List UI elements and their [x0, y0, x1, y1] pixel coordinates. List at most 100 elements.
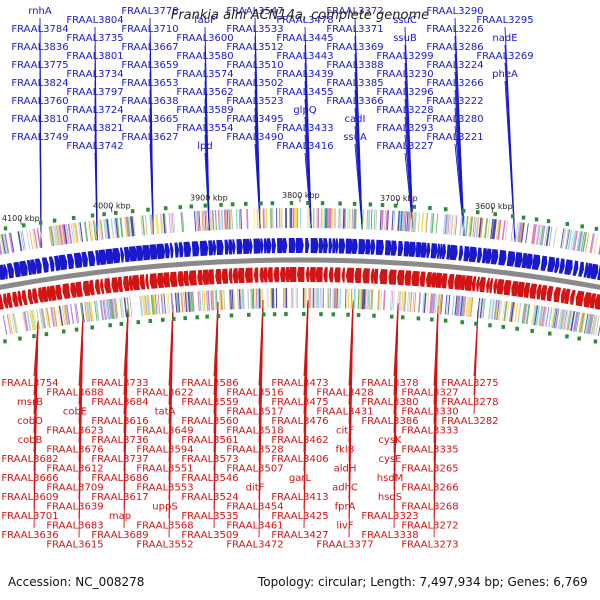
reverse-gene-label[interactable]: FRAAL3636	[1, 530, 58, 541]
reverse-gene-label[interactable]: FRAAL3476	[271, 416, 328, 427]
reverse-gene-label[interactable]: hsdM	[377, 473, 404, 484]
reverse-gene-label[interactable]: livF	[336, 521, 353, 532]
forward-gene-label[interactable]: pheA	[492, 69, 518, 80]
reverse-gene-label[interactable]: FRAAL3649	[136, 426, 193, 437]
reverse-gene-label[interactable]: FRAAL3683	[46, 521, 103, 532]
forward-gene-label[interactable]: FRAAL3724	[66, 105, 123, 116]
reverse-gene-label[interactable]: cobE	[63, 407, 87, 418]
reverse-gene-label[interactable]: FRAAL3461	[226, 521, 283, 532]
reverse-gene-label[interactable]: FRAAL3612	[46, 464, 103, 475]
forward-gene-label[interactable]: FRAAL3784	[11, 24, 68, 35]
forward-gene-label[interactable]: fabF	[194, 15, 216, 26]
reverse-gene-label[interactable]: FRAAL3473	[271, 378, 328, 389]
reverse-gene-label[interactable]: FRAAL3427	[271, 530, 328, 541]
forward-gene-label[interactable]: FRAAL3821	[66, 123, 123, 134]
reverse-gene-label[interactable]: FRAAL3406	[271, 454, 328, 465]
forward-gene-label[interactable]: FRAAL3801	[66, 51, 123, 62]
reverse-gene-label[interactable]: FRAAL3736	[91, 435, 148, 446]
forward-gene-label[interactable]: FRAAL3369	[326, 42, 383, 53]
reverse-gene-label[interactable]: FRAAL3684	[91, 397, 148, 408]
forward-gene-label[interactable]: FRAAL3760	[11, 96, 68, 107]
reverse-gene-label[interactable]: cysE	[379, 454, 402, 465]
reverse-gene-label[interactable]: FRAAL3413	[271, 492, 328, 503]
reverse-gene-label[interactable]: garL	[289, 473, 312, 484]
reverse-gene-label[interactable]: FRAAL3509	[181, 530, 238, 541]
forward-gene-label[interactable]: ssuA	[343, 132, 367, 143]
forward-gene-label[interactable]: FRAAL3366	[326, 96, 383, 107]
forward-gene-label[interactable]: FRAAL3290	[426, 6, 483, 17]
forward-gene-label[interactable]: FRAAL3589	[176, 105, 233, 116]
reverse-gene-label[interactable]: fklB	[336, 445, 355, 456]
forward-gene-label[interactable]: FRAAL3574	[176, 69, 233, 80]
forward-gene-label[interactable]: rnhA	[28, 6, 52, 17]
reverse-gene-label[interactable]: FRAAL3268	[401, 502, 458, 513]
reverse-gene-label[interactable]: FRAAL3454	[226, 502, 283, 513]
reverse-gene-label[interactable]: FRAAL3754	[1, 378, 58, 389]
reverse-gene-label[interactable]: FRAAL3666	[1, 473, 58, 484]
forward-gene-label[interactable]: FRAAL3286	[426, 42, 483, 53]
forward-gene-label[interactable]: FRAAL3562	[176, 87, 233, 98]
forward-gene-label[interactable]: FRAAL3667	[121, 42, 178, 53]
reverse-gene-label[interactable]: FRAAL3616	[91, 416, 148, 427]
reverse-gene-label[interactable]: FRAAL3272	[401, 521, 458, 532]
reverse-gene-label[interactable]: FRAAL3639	[46, 502, 103, 513]
reverse-gene-label[interactable]: FRAAL3553	[136, 483, 193, 494]
reverse-gene-label[interactable]: FRAAL3560	[181, 416, 238, 427]
forward-gene-label[interactable]: FRAAL3227	[376, 141, 433, 152]
reverse-gene-label[interactable]: FRAAL3709	[46, 483, 103, 494]
forward-gene-label[interactable]: FRAAL3775	[11, 60, 68, 71]
reverse-gene-label[interactable]: FRAAL3273	[401, 540, 458, 551]
forward-gene-label[interactable]: FRAAL3385	[326, 78, 383, 89]
forward-gene-label[interactable]: FRAAL3665	[121, 114, 178, 125]
forward-gene-label[interactable]: FRAAL3224	[426, 60, 483, 71]
reverse-gene-label[interactable]: FRAAL3676	[46, 445, 103, 456]
reverse-gene-label[interactable]: FRAAL3573	[181, 454, 238, 465]
reverse-gene-label[interactable]: FRAAL3524	[181, 492, 238, 503]
reverse-gene-label[interactable]: cobO	[17, 416, 43, 427]
reverse-gene-label[interactable]: tatA	[155, 407, 176, 418]
reverse-gene-label[interactable]: FRAAL3462	[271, 435, 328, 446]
reverse-gene-label[interactable]: FRAAL3535	[181, 511, 238, 522]
forward-gene-label[interactable]: FRAAL3804	[66, 15, 123, 26]
reverse-gene-label[interactable]: FRAAL3386	[361, 416, 418, 427]
reverse-gene-label[interactable]: FRAAL3431	[316, 407, 373, 418]
reverse-gene-label[interactable]: FRAAL3265	[401, 464, 458, 475]
forward-gene-label[interactable]: FRAAL3659	[121, 60, 178, 71]
reverse-gene-label[interactable]: citF	[336, 426, 354, 437]
reverse-gene-label[interactable]: fprA	[335, 502, 356, 513]
reverse-gene-label[interactable]: FRAAL3275	[441, 378, 498, 389]
reverse-gene-label[interactable]: FRAAL3682	[1, 454, 58, 465]
reverse-gene-label[interactable]: FRAAL3615	[46, 540, 103, 551]
forward-gene-label[interactable]: FRAAL3734	[66, 69, 123, 80]
reverse-gene-label[interactable]: FRAAL3552	[136, 540, 193, 551]
reverse-gene-label[interactable]: FRAAL3327	[401, 388, 458, 399]
reverse-gene-label[interactable]: map	[109, 511, 131, 522]
reverse-gene-label[interactable]: FRAAL3689	[91, 530, 148, 541]
forward-gene-label[interactable]: FRAAL3510	[226, 60, 283, 71]
forward-gene-label[interactable]: FRAAL3439	[276, 69, 333, 80]
reverse-gene-label[interactable]: FRAAL3733	[91, 378, 148, 389]
reverse-gene-label[interactable]: FRAAL3378	[361, 378, 418, 389]
forward-gene-label[interactable]: FRAAL3653	[121, 78, 178, 89]
forward-gene-label[interactable]: FRAAL3778	[121, 6, 178, 17]
reverse-gene-label[interactable]: FRAAL3517	[226, 407, 283, 418]
forward-gene-label[interactable]: FRAAL3295	[476, 15, 533, 26]
reverse-gene-label[interactable]: uppS	[152, 502, 177, 513]
forward-gene-label[interactable]: FRAAL3222	[426, 96, 483, 107]
reverse-gene-label[interactable]: FRAAL3737	[91, 454, 148, 465]
forward-gene-label[interactable]: FRAAL3293	[376, 123, 433, 134]
forward-gene-label[interactable]: FRAAL3495	[226, 114, 283, 125]
forward-gene-label[interactable]: FRAAL3749	[11, 132, 68, 143]
reverse-gene-label[interactable]: FRAAL3428	[316, 388, 373, 399]
forward-gene-label[interactable]: FRAAL3478	[276, 15, 333, 26]
reverse-gene-label[interactable]: FRAAL3559	[181, 397, 238, 408]
forward-gene-label[interactable]: FRAAL3280	[426, 114, 483, 125]
forward-gene-label[interactable]: ssuB	[393, 33, 417, 44]
reverse-gene-label[interactable]: FRAAL3686	[91, 473, 148, 484]
forward-gene-label[interactable]: FRAAL3296	[376, 87, 433, 98]
forward-gene-label[interactable]: FRAAL3490	[226, 132, 283, 143]
reverse-gene-label[interactable]: FRAAL3568	[136, 521, 193, 532]
reverse-gene-label[interactable]: FRAAL3472	[226, 540, 283, 551]
forward-gene-label[interactable]: FRAAL3797	[66, 87, 123, 98]
forward-gene-label[interactable]: ssuC	[393, 15, 417, 26]
